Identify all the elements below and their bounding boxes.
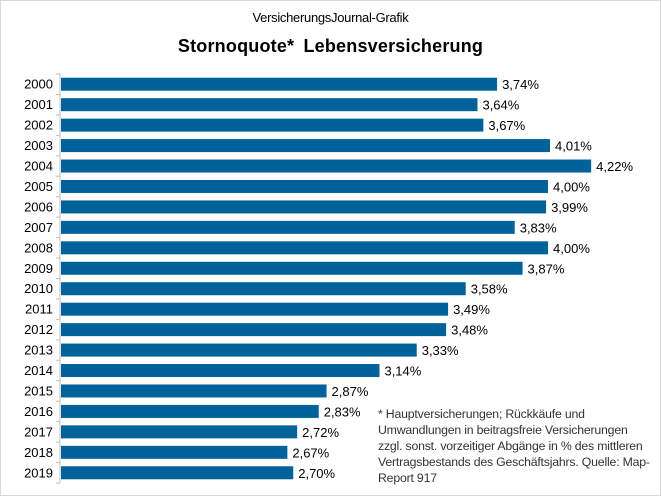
data-label: 2,83% [324,404,361,419]
bar-2010 [61,282,466,296]
data-label: 3,14% [384,364,421,379]
category-label: 2017 [24,424,53,439]
category-label: 2019 [24,465,53,480]
bar-2005 [61,179,549,193]
bar-2009 [61,261,523,275]
data-label: 3,67% [488,118,525,133]
bar-2015 [61,384,327,398]
category-label: 2015 [24,383,53,398]
data-label: 3,64% [482,98,519,113]
bar-2018 [61,445,288,459]
category-label: 2006 [24,199,53,214]
category-label: 2016 [24,404,53,419]
bar-2019 [61,466,294,480]
chart-source-header: VersicherungsJournal-Grafik [252,10,409,25]
data-label: 3,33% [422,343,459,358]
data-label: 2,87% [332,384,369,399]
category-label: 2005 [24,179,53,194]
category-label: 2000 [24,77,53,92]
data-label: 3,87% [528,261,565,276]
bar-2014 [61,364,380,378]
bar-2017 [61,425,298,439]
category-label: 2009 [24,261,53,276]
data-label: 2,72% [302,425,339,440]
bar-2007 [61,220,515,234]
chart-title: Stornoquote* Lebensversicherung [177,36,484,56]
data-label: 3,83% [520,220,557,235]
data-label: 4,00% [553,179,590,194]
category-label: 2011 [25,302,53,317]
data-label: 3,58% [471,282,508,297]
category-label: 2013 [24,343,53,358]
bar-2001 [61,98,478,112]
bar-2016 [61,404,319,418]
category-label: 2010 [24,281,53,296]
category-label: 2008 [24,240,53,255]
bar-2004 [61,159,592,173]
data-label: 3,74% [502,77,539,92]
category-label: 2001 [24,97,53,112]
category-label: 2003 [24,138,53,153]
category-label: 2007 [24,220,53,235]
data-label: 3,99% [551,200,588,215]
category-label: 2018 [24,445,53,460]
bar-2002 [61,118,484,132]
category-label: 2014 [24,363,53,378]
data-label: 4,00% [553,241,590,256]
data-label: 3,48% [451,323,488,338]
category-label: 2002 [24,118,53,133]
bar-2012 [61,323,447,337]
bar-2006 [61,200,547,214]
bar-2011 [61,302,449,316]
data-label: 3,49% [453,302,490,317]
data-label: 4,22% [596,159,633,174]
bar-2013 [61,343,417,357]
bar-2000 [61,77,498,91]
category-label: 2012 [24,322,53,337]
data-label: 4,01% [555,139,592,154]
category-label: 2004 [24,159,53,174]
bar-2003 [61,139,550,153]
bar-2008 [61,241,549,255]
data-label: 2,67% [292,445,329,460]
footnote: * Hauptversicherungen; Rückkäufe und Umw… [378,407,650,485]
data-label: 2,70% [298,466,335,481]
